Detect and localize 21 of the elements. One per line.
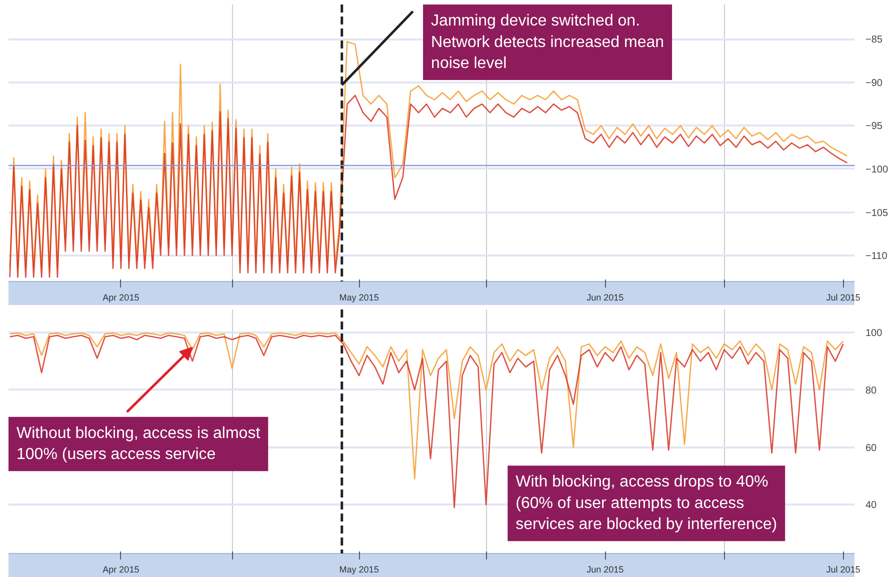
x-tick-label: Apr 2015 xyxy=(102,564,140,574)
x-tick-label: Apr 2015 xyxy=(102,292,140,302)
y-tick-label: 60 xyxy=(866,442,878,454)
annotation: Jamming device switched on. Network detects increased mean noise level xyxy=(431,12,664,72)
x-tick-label: Jun 2015 xyxy=(586,292,624,302)
x-tick-label: Jun 2015 xyxy=(586,564,624,574)
x-tick-label: May 2015 xyxy=(339,564,379,574)
x-tick-label: Jul 2015 xyxy=(826,564,860,574)
y-tick-label: −95 xyxy=(866,121,883,132)
y-tick-label: −85 xyxy=(866,34,883,46)
x-tick-label: Jul 2015 xyxy=(826,292,860,302)
y-tick-label: −90 xyxy=(866,78,883,89)
y-tick-label: 80 xyxy=(866,385,878,396)
y-tick-label: −105 xyxy=(866,208,888,219)
annotation: Without blocking, access is almost 100% (users access service xyxy=(16,424,261,464)
y-tick-label: 100 xyxy=(866,328,883,339)
y-tick-label: −110 xyxy=(866,251,888,262)
y-tick-label: 40 xyxy=(866,500,878,512)
y-tick-label: −100 xyxy=(866,164,888,176)
annotation: With blocking, access drops to 40% (60% of user attempts to access services are blocked by interference) xyxy=(516,474,778,534)
x-tick-label: May 2015 xyxy=(339,292,379,302)
